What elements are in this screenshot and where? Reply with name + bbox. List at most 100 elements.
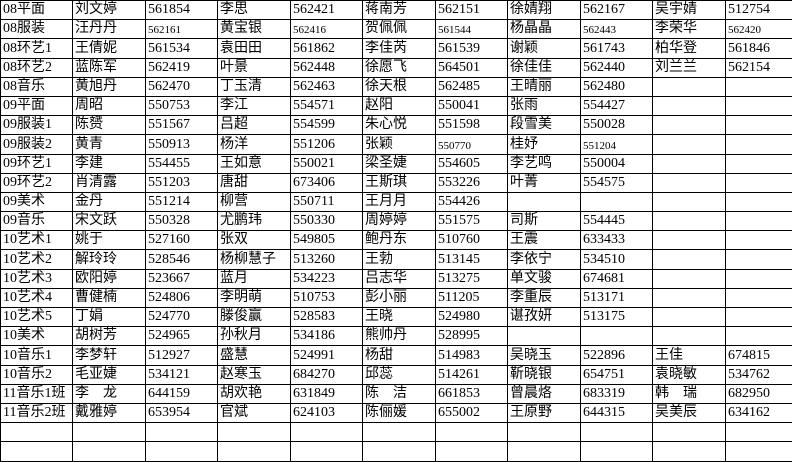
student-number-cell[interactable]: 550913 — [146, 135, 218, 154]
class-label-cell[interactable]: 08服装 — [1, 20, 73, 39]
student-number-cell[interactable]: 550021 — [291, 154, 363, 173]
student-name-cell[interactable] — [653, 212, 726, 231]
class-label-cell[interactable]: 09服装2 — [1, 135, 73, 154]
student-number-cell[interactable]: 562443 — [581, 20, 653, 39]
student-name-cell[interactable]: 叶景 — [218, 58, 291, 77]
student-name-cell[interactable]: 谢颖 — [508, 39, 581, 58]
student-name-cell[interactable]: 王原野 — [508, 403, 581, 422]
student-name-cell[interactable]: 吕超 — [218, 116, 291, 135]
student-name-cell[interactable]: 吴宇婧 — [653, 1, 726, 20]
student-number-cell[interactable]: 554575 — [581, 173, 653, 192]
student-number-cell[interactable]: 562421 — [291, 1, 363, 20]
student-name-cell[interactable]: 李明萌 — [218, 288, 291, 307]
student-number-cell[interactable]: 550041 — [436, 96, 508, 115]
student-number-cell[interactable]: 561743 — [581, 39, 653, 58]
student-number-cell[interactable] — [436, 442, 508, 461]
student-number-cell[interactable]: 554599 — [291, 116, 363, 135]
student-number-cell[interactable]: 550711 — [291, 192, 363, 211]
student-name-cell[interactable]: 孙秋月 — [218, 327, 291, 346]
student-name-cell[interactable] — [73, 442, 146, 461]
student-name-cell[interactable]: 李建 — [73, 154, 146, 173]
student-number-cell[interactable]: 551567 — [146, 116, 218, 135]
student-name-cell[interactable]: 吴美辰 — [653, 403, 726, 422]
student-number-cell[interactable]: 528995 — [436, 327, 508, 346]
student-number-cell[interactable]: 524980 — [436, 308, 508, 327]
student-number-cell[interactable]: 534762 — [726, 365, 792, 384]
student-name-cell[interactable]: 蒋南芳 — [363, 1, 436, 20]
student-name-cell[interactable]: 王月月 — [363, 192, 436, 211]
student-number-cell[interactable]: 561544 — [436, 20, 508, 39]
student-name-cell[interactable]: 韩 瑞 — [653, 384, 726, 403]
student-number-cell[interactable]: 513260 — [291, 250, 363, 269]
student-name-cell[interactable] — [508, 327, 581, 346]
student-name-cell[interactable]: 王晴丽 — [508, 77, 581, 96]
student-name-cell[interactable]: 贺佩佩 — [363, 20, 436, 39]
student-name-cell[interactable]: 丁娟 — [73, 308, 146, 327]
student-number-cell[interactable]: 527160 — [146, 231, 218, 250]
student-name-cell[interactable]: 谌孜妍 — [508, 308, 581, 327]
student-name-cell[interactable]: 黄旭丹 — [73, 77, 146, 96]
student-name-cell[interactable]: 桂妤 — [508, 135, 581, 154]
student-name-cell[interactable]: 王斯琪 — [363, 173, 436, 192]
student-number-cell[interactable]: 553226 — [436, 173, 508, 192]
class-label-cell[interactable]: 09服装1 — [1, 116, 73, 135]
class-label-cell[interactable] — [1, 442, 73, 461]
student-name-cell[interactable]: 张双 — [218, 231, 291, 250]
student-name-cell[interactable]: 李 龙 — [73, 384, 146, 403]
student-number-cell[interactable]: 644315 — [581, 403, 653, 422]
student-number-cell[interactable]: 534223 — [291, 269, 363, 288]
class-label-cell[interactable]: 08平面 — [1, 1, 73, 20]
student-name-cell[interactable]: 彭小丽 — [363, 288, 436, 307]
student-number-cell[interactable]: 512754 — [726, 1, 792, 20]
student-name-cell[interactable]: 解玲玲 — [73, 250, 146, 269]
student-name-cell[interactable]: 徐佳佳 — [508, 58, 581, 77]
student-name-cell[interactable]: 李依宁 — [508, 250, 581, 269]
class-label-cell[interactable]: 10美术 — [1, 327, 73, 346]
student-number-cell[interactable]: 554427 — [581, 96, 653, 115]
student-name-cell[interactable]: 毛亚婕 — [73, 365, 146, 384]
student-name-cell[interactable]: 汪丹丹 — [73, 20, 146, 39]
student-number-cell[interactable]: 512927 — [146, 346, 218, 365]
student-name-cell[interactable]: 邱蕊 — [363, 365, 436, 384]
student-number-cell[interactable]: 633433 — [581, 231, 653, 250]
student-number-cell[interactable] — [581, 442, 653, 461]
student-number-cell[interactable]: 549805 — [291, 231, 363, 250]
student-number-cell[interactable]: 631849 — [291, 384, 363, 403]
student-name-cell[interactable]: 吴晓玉 — [508, 346, 581, 365]
student-number-cell[interactable]: 551203 — [146, 173, 218, 192]
student-name-cell[interactable] — [653, 77, 726, 96]
class-label-cell[interactable]: 10艺术5 — [1, 308, 73, 327]
student-number-cell[interactable]: 564501 — [436, 58, 508, 77]
student-number-cell[interactable]: 550028 — [581, 116, 653, 135]
student-number-cell[interactable] — [726, 96, 792, 115]
student-name-cell[interactable]: 金丹 — [73, 192, 146, 211]
student-name-cell[interactable]: 姚于 — [73, 231, 146, 250]
student-number-cell[interactable]: 562154 — [726, 58, 792, 77]
student-name-cell[interactable]: 唐甜 — [218, 173, 291, 192]
student-number-cell[interactable]: 561846 — [726, 39, 792, 58]
class-label-cell[interactable]: 09环艺2 — [1, 173, 73, 192]
student-number-cell[interactable] — [726, 135, 792, 154]
student-name-cell[interactable] — [653, 250, 726, 269]
student-name-cell[interactable]: 陈 洁 — [363, 384, 436, 403]
student-number-cell[interactable]: 562420 — [726, 20, 792, 39]
student-number-cell[interactable]: 510753 — [291, 288, 363, 307]
student-number-cell[interactable]: 673406 — [291, 173, 363, 192]
class-label-cell[interactable]: 10艺术1 — [1, 231, 73, 250]
student-number-cell[interactable]: 624103 — [291, 403, 363, 422]
student-name-cell[interactable]: 李江 — [218, 96, 291, 115]
student-name-cell[interactable] — [653, 154, 726, 173]
class-label-cell[interactable]: 11音乐1班 — [1, 384, 73, 403]
student-number-cell[interactable]: 550330 — [291, 212, 363, 231]
student-name-cell[interactable]: 滕俊赢 — [218, 308, 291, 327]
student-number-cell[interactable] — [726, 288, 792, 307]
student-number-cell[interactable]: 634162 — [726, 403, 792, 422]
class-label-cell[interactable] — [1, 423, 73, 442]
student-name-cell[interactable]: 陈俪媛 — [363, 403, 436, 422]
student-name-cell[interactable] — [363, 423, 436, 442]
student-number-cell[interactable]: 562419 — [146, 58, 218, 77]
student-number-cell[interactable]: 561854 — [146, 1, 218, 20]
student-name-cell[interactable]: 胡树芳 — [73, 327, 146, 346]
student-name-cell[interactable]: 熊帅丹 — [363, 327, 436, 346]
student-number-cell[interactable]: 562167 — [581, 1, 653, 20]
